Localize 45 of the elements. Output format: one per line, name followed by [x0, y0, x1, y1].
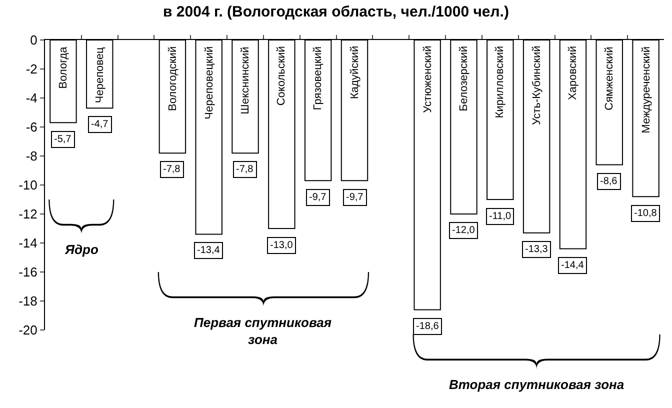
data-label: -7,8 — [236, 164, 254, 175]
y-tick-label: -8 — [26, 148, 38, 164]
y-tick-label: -14 — [18, 236, 38, 251]
chart-title: в 2004 г. (Вологодская область, чел./1000 чел.) — [163, 4, 509, 21]
data-label: -13,0 — [270, 240, 294, 251]
data-label: -8,6 — [600, 176, 618, 187]
x-tick-label: Вологодский — [166, 46, 179, 111]
y-tick-label: -4 — [26, 90, 38, 106]
x-tick-label: Сокольский — [276, 46, 288, 106]
data-label: -9,7 — [309, 192, 327, 203]
x-tick-label: Вологда — [58, 46, 70, 89]
x-tick-label: Белозерский — [458, 46, 470, 112]
x-tick-label: Череповец — [94, 46, 106, 104]
y-tick-label: -10 — [18, 178, 38, 193]
y-tick-label: -18 — [18, 294, 38, 309]
y-tick-label: -12 — [18, 206, 38, 222]
data-label: -14,4 — [561, 260, 584, 271]
y-tick-label: 0 — [30, 32, 38, 48]
y-tick-label: -20 — [18, 322, 38, 338]
y-tick-label: -16 — [18, 264, 38, 280]
y-tick-label: -6 — [26, 120, 38, 135]
x-tick-label: Междуреченский — [640, 46, 652, 134]
data-label: -13,4 — [197, 245, 220, 256]
data-label: -10,8 — [634, 208, 658, 219]
data-label: -12,0 — [452, 225, 476, 236]
data-label: -11,0 — [489, 211, 512, 222]
x-tick-label: Усть-Кубинский — [531, 46, 544, 126]
data-label: -7,8 — [163, 164, 181, 175]
annotation: Первая спутниковая зона — [194, 315, 332, 347]
text: Вторая спутниковая зона — [449, 377, 624, 392]
x-tick-label: Кирилловский — [494, 46, 506, 118]
x-tick-label: Харовский — [566, 46, 579, 100]
x-tick-label: Грязовецкий — [312, 46, 324, 110]
x-tick-label: Сямженский — [603, 46, 616, 110]
x-tick-label: Шекснинский — [239, 46, 252, 114]
y-tick-label: -2 — [26, 62, 38, 77]
data-label: -13,3 — [525, 244, 548, 255]
x-tick-label: Кадуйский — [349, 46, 361, 99]
data-label: -18,6 — [416, 321, 440, 332]
data-label: -5,7 — [54, 134, 72, 145]
annotation: Ядро — [64, 242, 98, 257]
x-tick-label: Череповецкий — [203, 46, 216, 120]
x-tick-label: Устюженский — [422, 46, 434, 113]
data-label: -9,7 — [346, 192, 364, 203]
data-label: -4,7 — [91, 119, 109, 130]
